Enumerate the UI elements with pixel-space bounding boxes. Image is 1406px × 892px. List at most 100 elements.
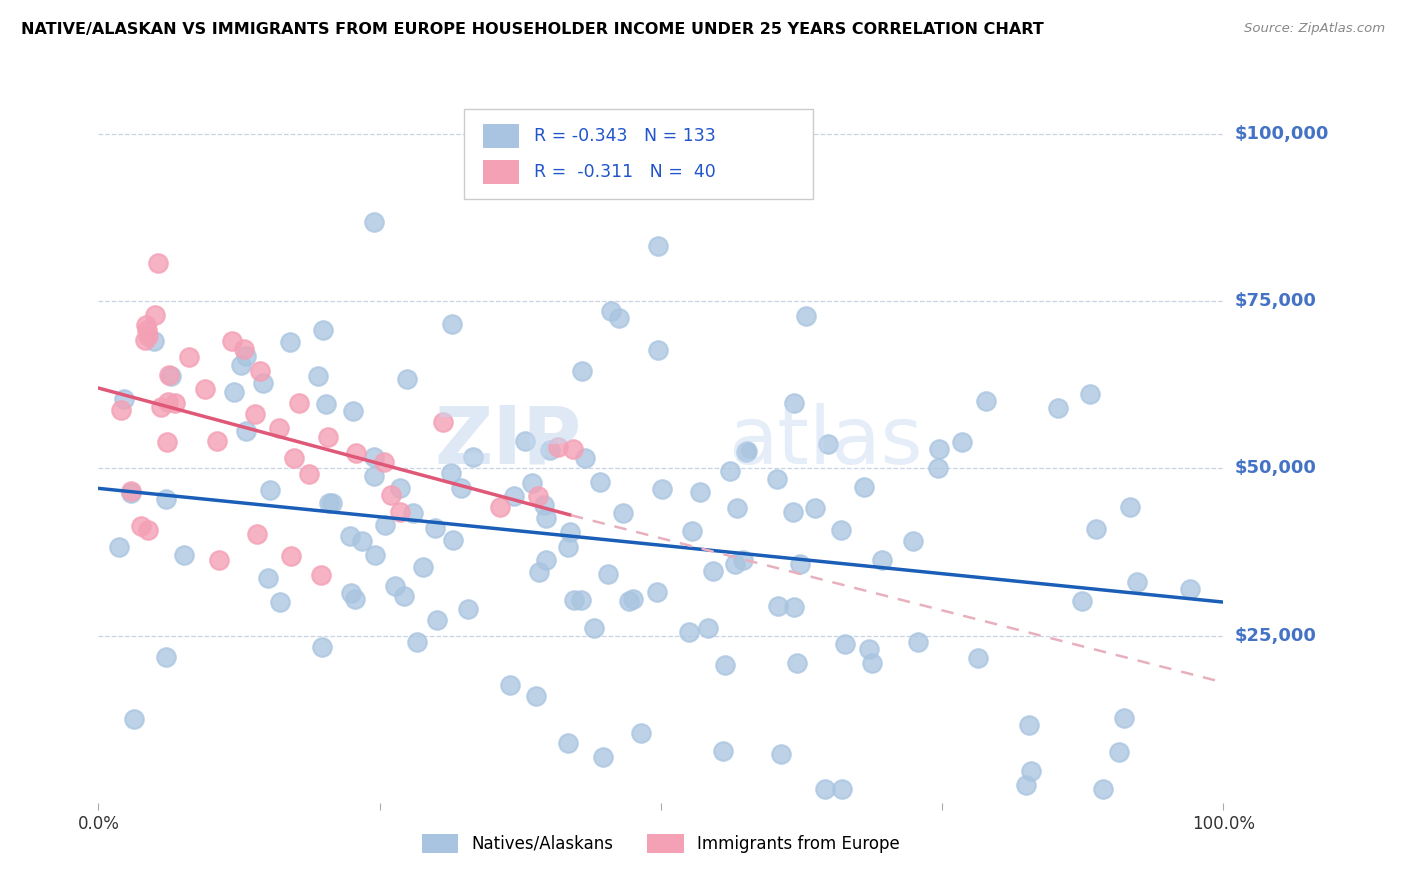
Point	[432, 415, 454, 429]
Point	[194, 382, 217, 396]
Point	[769, 747, 792, 761]
Point	[259, 483, 281, 498]
Point	[134, 333, 156, 347]
Point	[853, 480, 876, 494]
Point	[364, 548, 387, 562]
Point	[156, 435, 179, 450]
Point	[129, 519, 152, 533]
Point	[315, 397, 337, 411]
Point	[1119, 500, 1142, 514]
Point	[257, 571, 280, 585]
Point	[524, 689, 547, 703]
Point	[222, 384, 245, 399]
Point	[280, 549, 302, 563]
Point	[533, 499, 555, 513]
Point	[425, 521, 447, 535]
Point	[287, 396, 309, 410]
Text: atlas: atlas	[728, 402, 922, 481]
Point	[249, 364, 271, 378]
Point	[380, 487, 402, 501]
Point	[221, 334, 243, 348]
Point	[804, 501, 827, 516]
Point	[834, 637, 856, 651]
Point	[112, 392, 135, 406]
Point	[734, 444, 756, 458]
Point	[569, 592, 592, 607]
Point	[1178, 582, 1201, 597]
Point	[108, 540, 131, 554]
Point	[309, 568, 332, 582]
Point	[817, 437, 839, 451]
Point	[363, 450, 385, 464]
Point	[143, 308, 166, 322]
Point	[122, 713, 145, 727]
Point	[562, 593, 585, 607]
Point	[731, 553, 754, 567]
Point	[450, 481, 472, 495]
Point	[1018, 718, 1040, 732]
Point	[340, 585, 363, 599]
Point	[766, 472, 789, 486]
Point	[312, 323, 335, 337]
Point	[396, 372, 419, 386]
Point	[426, 613, 449, 627]
Point	[373, 455, 395, 469]
Point	[725, 501, 748, 516]
Point	[950, 435, 973, 450]
FancyBboxPatch shape	[464, 109, 813, 200]
Point	[724, 557, 747, 571]
Point	[402, 506, 425, 520]
Point	[1092, 782, 1115, 797]
Point	[647, 238, 669, 252]
Point	[630, 725, 652, 739]
Point	[344, 592, 367, 607]
Point	[339, 529, 361, 543]
Point	[352, 533, 374, 548]
Point	[927, 461, 949, 475]
Text: ZIP: ZIP	[434, 402, 582, 481]
Point	[574, 451, 596, 466]
Point	[789, 557, 811, 571]
Point	[321, 496, 343, 510]
Point	[406, 635, 429, 649]
Point	[735, 444, 758, 458]
Point	[384, 579, 406, 593]
Point	[135, 318, 157, 332]
Point	[1078, 387, 1101, 401]
Point	[155, 649, 177, 664]
Text: $50,000: $50,000	[1234, 459, 1316, 477]
Point	[607, 310, 630, 325]
Point	[120, 486, 142, 500]
Point	[388, 505, 411, 519]
Point	[522, 475, 544, 490]
Point	[311, 640, 333, 655]
Point	[783, 600, 806, 615]
Text: $25,000: $25,000	[1234, 626, 1316, 645]
Point	[363, 215, 385, 229]
Point	[160, 369, 183, 384]
Point	[766, 599, 789, 613]
Point	[557, 540, 579, 554]
Point	[363, 469, 385, 483]
Point	[441, 317, 464, 331]
Point	[814, 782, 837, 797]
Point	[702, 564, 724, 578]
Point	[252, 376, 274, 391]
Point	[120, 483, 142, 498]
Point	[307, 369, 329, 384]
Point	[342, 403, 364, 417]
Point	[136, 323, 159, 337]
Point	[173, 548, 195, 562]
Point	[513, 434, 536, 448]
Point	[298, 467, 321, 482]
Point	[283, 450, 305, 465]
Point	[689, 484, 711, 499]
Point	[928, 442, 950, 456]
Point	[235, 424, 257, 438]
Point	[503, 489, 526, 503]
Text: $100,000: $100,000	[1234, 125, 1329, 143]
Point	[150, 400, 173, 414]
Point	[231, 358, 253, 372]
Point	[645, 585, 668, 599]
Point	[1070, 594, 1092, 608]
